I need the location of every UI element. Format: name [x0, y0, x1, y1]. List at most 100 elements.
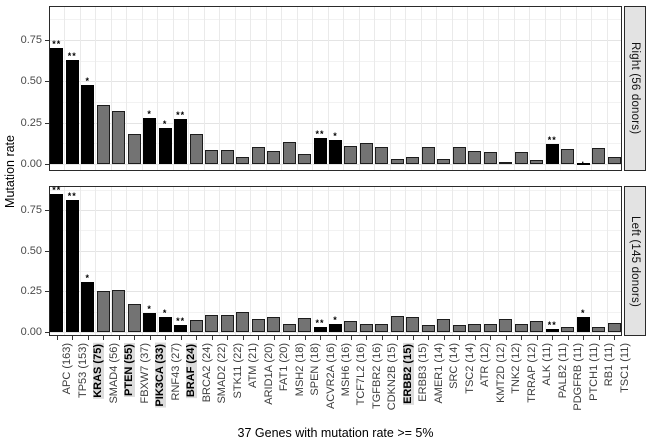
- gridline-major: [50, 122, 621, 124]
- significance-marker: **: [315, 128, 325, 139]
- gridline-vertical: [312, 7, 314, 170]
- bar-msh2-right: [282, 142, 296, 164]
- gridline-vertical: [327, 187, 329, 335]
- bar-spen-left: [298, 318, 312, 332]
- significance-marker: **: [315, 318, 325, 329]
- y-tick-mark: [45, 250, 49, 252]
- significance-marker: **: [176, 110, 186, 121]
- gridline-vertical: [529, 187, 531, 335]
- bar-tsc2-right: [452, 147, 466, 164]
- bar-tsc1-left: [607, 323, 621, 332]
- x-tick-mark: [196, 336, 198, 340]
- x-axis-label: SMAD2 (22): [216, 343, 229, 404]
- x-axis-label: ALK (11): [541, 343, 554, 386]
- x-axis-label: ACVR2A (16): [324, 343, 337, 410]
- gridline-vertical: [172, 7, 174, 170]
- bar-arid1a-right: [251, 146, 265, 164]
- gridline-vertical: [358, 7, 360, 170]
- gridline-vertical: [265, 187, 267, 335]
- x-axis-label: SMAD4 (56): [107, 343, 120, 404]
- y-tick-mark: [45, 332, 49, 333]
- facet-panel-left: [49, 186, 622, 336]
- gridline-minor: [50, 19, 621, 21]
- bar-fbxw7-left: [127, 303, 141, 332]
- significance-marker: **: [67, 50, 77, 61]
- significance-marker: *: [147, 109, 152, 120]
- y-tick-label: 0.50: [20, 75, 42, 88]
- significance-marker: *: [333, 130, 338, 141]
- significance-marker: *: [333, 314, 338, 325]
- bar-msh6-left: [329, 323, 342, 332]
- significance-marker: **: [547, 319, 557, 330]
- gridline-vertical: [79, 7, 81, 170]
- bar-trrap-right: [514, 152, 528, 164]
- x-tick-mark: [614, 336, 616, 340]
- x-tick-mark: [289, 336, 291, 340]
- bar-kmt2d-right: [483, 152, 497, 164]
- x-axis-label: MSH6 (16): [340, 343, 352, 397]
- gridline-vertical: [436, 7, 438, 170]
- x-tick-mark: [521, 336, 523, 340]
- bar-atm-left: [236, 312, 250, 332]
- bar-msh2-left: [282, 323, 296, 332]
- bar-spen-right: [298, 154, 312, 164]
- x-tick-mark: [304, 336, 306, 340]
- x-tick-mark: [335, 336, 337, 340]
- x-tick-mark: [474, 336, 476, 340]
- bar-stk11-left: [220, 314, 234, 332]
- gridline-vertical: [188, 7, 190, 170]
- x-axis-label: BRAF (24): [185, 343, 198, 399]
- x-tick-mark: [134, 336, 136, 340]
- x-tick-mark: [258, 336, 260, 340]
- x-tick-mark: [211, 336, 213, 340]
- bar-atr-left: [468, 323, 482, 332]
- bar-arid1a-left: [251, 318, 265, 332]
- bar-amer1-left: [421, 325, 435, 332]
- bar-acvr2a-left: [313, 327, 327, 332]
- bar-tnk2-right: [499, 162, 513, 164]
- gridline-vertical: [374, 187, 376, 335]
- y-tick-label: 0.50: [20, 244, 42, 257]
- bar-smad4-left: [96, 291, 110, 332]
- gridline-vertical: [172, 187, 174, 335]
- gridline-vertical: [405, 7, 407, 170]
- gridline-vertical: [591, 187, 593, 335]
- bar-tcf7l2-left: [344, 321, 358, 332]
- bar-erbb2-right: [390, 159, 404, 164]
- x-tick-mark: [366, 336, 368, 340]
- x-axis-label: TNK2 (12): [510, 343, 523, 394]
- significance-marker: *: [85, 75, 90, 86]
- bar-msh6-right: [329, 139, 342, 164]
- x-axis-label: BRCA2 (24): [200, 343, 213, 403]
- gridline-vertical: [265, 7, 267, 170]
- x-tick-mark: [598, 336, 600, 340]
- bar-cdkn2b-left: [375, 323, 389, 332]
- bar-smad4-right: [96, 105, 110, 164]
- bar-tp53-right: [65, 59, 79, 164]
- x-tick-mark: [459, 336, 461, 340]
- gridline-major: [50, 332, 621, 333]
- facet-strip-right: Right (56 donors): [624, 6, 646, 171]
- gridline-vertical: [498, 187, 500, 335]
- gridline-vertical: [513, 7, 515, 170]
- gridline-major: [50, 39, 621, 41]
- bar-rnf43-left: [158, 316, 172, 332]
- bar-stk11-right: [220, 149, 234, 164]
- x-axis-label: PTEN (55): [123, 343, 136, 397]
- bar-tsc2-left: [452, 324, 466, 332]
- bar-rb1-right: [592, 148, 606, 164]
- bar-pten-right: [112, 111, 126, 164]
- gridline-vertical: [482, 7, 484, 170]
- gridline-vertical: [203, 187, 205, 335]
- gridline-vertical: [250, 187, 252, 335]
- gridline-vertical: [281, 187, 283, 335]
- significance-marker: **: [52, 39, 62, 50]
- x-axis-label: KMT2D (12): [494, 343, 507, 403]
- significance-marker: *: [162, 307, 168, 318]
- x-axis-label: FAT1 (20): [278, 343, 291, 392]
- bar-palb2-right: [545, 144, 559, 164]
- x-tick-mark: [149, 336, 151, 340]
- gridline-vertical: [358, 187, 360, 335]
- gridline-vertical: [219, 7, 221, 170]
- gridline-vertical: [436, 187, 438, 335]
